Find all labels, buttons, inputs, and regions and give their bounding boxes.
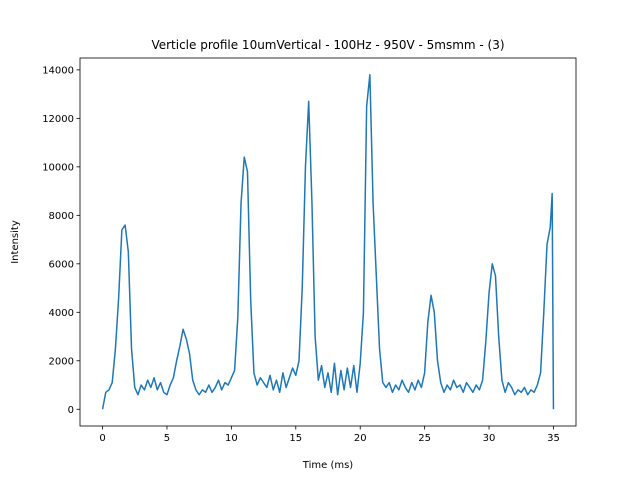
x-tick-label: 20: [354, 433, 367, 444]
y-tick-label: 8000: [49, 211, 74, 222]
x-tick-label: 25: [418, 433, 431, 444]
data-line: [101, 73, 555, 410]
x-tick-label: 10: [225, 433, 238, 444]
y-tick-label: 12000: [42, 114, 74, 125]
x-tick-label: 35: [547, 433, 560, 444]
y-tick-label: 14000: [42, 65, 74, 76]
y-tick-label: 6000: [49, 259, 74, 270]
y-tick-label: 4000: [49, 308, 74, 319]
plot-area: [101, 73, 555, 410]
y-tick-label: 0: [68, 405, 74, 416]
y-tick-label: 10000: [42, 162, 74, 173]
x-axis-label: Time (ms): [302, 460, 354, 471]
axes-frame: [79, 57, 577, 427]
y-axis-label: Intensity: [10, 220, 21, 264]
x-tick-label: 0: [99, 433, 105, 444]
chart-title: Verticle profile 10umVertical - 100Hz - …: [151, 38, 504, 52]
x-tick-label: 30: [483, 433, 496, 444]
x-tick-label: 5: [164, 433, 170, 444]
y-tick-label: 2000: [49, 356, 74, 367]
x-tick-label: 15: [289, 433, 302, 444]
